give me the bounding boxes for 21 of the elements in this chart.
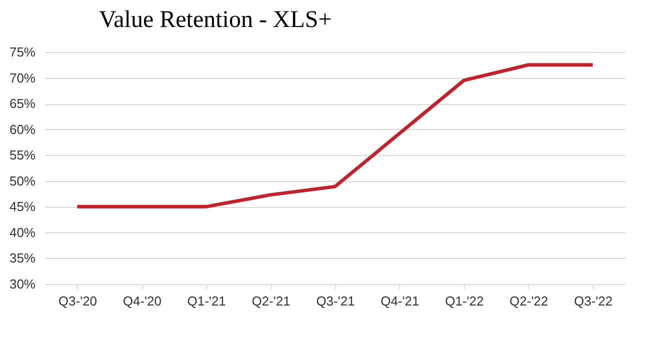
y-tick-label: 50% xyxy=(9,173,36,188)
line-series xyxy=(75,63,595,208)
x-tick-label: Q2-'21 xyxy=(252,294,290,308)
x-tick-label: Q3-'20 xyxy=(58,294,98,308)
y-tick-label: 45% xyxy=(9,199,36,214)
y-tick-label: 75% xyxy=(9,44,36,60)
x-tick-label: Q4-'21 xyxy=(380,294,420,308)
y-tick-label: 55% xyxy=(9,148,36,163)
x-tick-label: Q1-'22 xyxy=(445,294,484,308)
y-tick-label: 70% xyxy=(9,70,36,86)
x-tick-label: Q1-'21 xyxy=(187,294,226,308)
y-tick-label: 60% xyxy=(9,122,36,137)
y-tick-label: 65% xyxy=(9,96,36,112)
y-tick-label: 35% xyxy=(9,250,36,266)
x-tick-label: Q3-'22 xyxy=(574,294,613,308)
x-tick-label: Q2-'22 xyxy=(510,294,548,308)
x-tick-label: Q4-'20 xyxy=(122,294,162,308)
y-tick-label: 30% xyxy=(9,276,36,292)
x-tick-label: Q3-'21 xyxy=(316,294,355,308)
y-tick-label: 40% xyxy=(9,224,36,240)
chart-title: Value Retention - XLS+ xyxy=(98,7,332,33)
